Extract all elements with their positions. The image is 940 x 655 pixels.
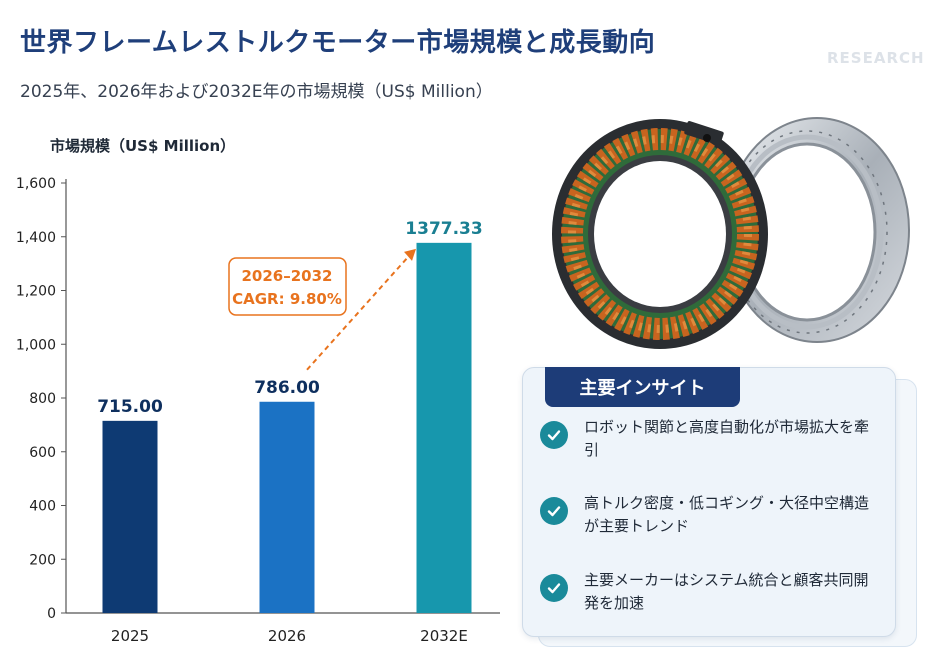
x-tick-label: 2025 [111,627,149,645]
page-title: 世界フレームレストルクモーター市場規模と成長動向 [20,28,656,58]
x-tick-label: 2026 [268,627,306,645]
watermark-text: RESEARCH [827,49,925,67]
cagr-period-label: 2026–2032 [242,267,333,285]
y-tick-label: 0 [47,606,56,622]
bar-2025 [102,420,158,613]
check-icon [540,421,568,449]
insight-text: 主要メーカーはシステム統合と顧客共同開発を加速 [584,571,869,612]
cagr-value-label: CAGR: 9.80% [232,290,342,308]
cagr-arrow-head-icon [404,248,416,261]
y-tick-label: 200 [29,552,56,568]
y-tick-label: 400 [29,499,56,515]
check-icon [540,497,568,525]
y-tick-label: 1,400 [16,230,56,246]
page-subtitle: 2025年、2026年および2032E年の市場規模（US$ Million） [20,82,493,102]
x-tick-label: 2032E [420,627,468,645]
data-label: 715.00 [97,397,163,417]
y-tick-label: 1,200 [16,284,56,300]
market-size-bar-chart: 市場規模（US$ Million） 0 200 400 600 800 1,000 1,200… [16,137,500,645]
data-label: 1377.33 [405,219,482,239]
bar-2026 [259,401,315,613]
insight-item-1: ロボット関節と高度自動化が市場拡大を牽引 [540,416,870,462]
data-label: 786.00 [254,378,320,398]
insight-text: 高トルク密度・低コギング・大径中空構造が主要トレンド [584,494,870,535]
cagr-annotation-box [228,257,347,316]
y-tick-label: 600 [29,445,56,461]
y-tick-label: 1,000 [16,337,56,353]
insight-header: 主要インサイト [545,367,740,407]
bar-2032E [416,242,472,613]
insight-item-2: 高トルク密度・低コギング・大径中空構造が主要トレンド [540,492,870,538]
insight-item-3: 主要メーカーはシステム統合と顧客共同開発を加速 [540,569,870,615]
y-tick-label: 800 [29,391,56,407]
stator-coil-icon [552,119,768,349]
cagr-arrow-line [306,254,411,371]
y-tick-label: 1,600 [16,176,56,192]
torque-motor-illustration [552,117,910,349]
y-axis-label: 市場規模（US$ Million） [50,137,235,155]
insight-text: ロボット関節と高度自動化が市場拡大を牽引 [584,418,870,459]
insight-list: ロボット関節と高度自動化が市場拡大を牽引 高トルク密度・低コギング・大径中空構造… [540,416,870,645]
check-icon [540,574,568,602]
